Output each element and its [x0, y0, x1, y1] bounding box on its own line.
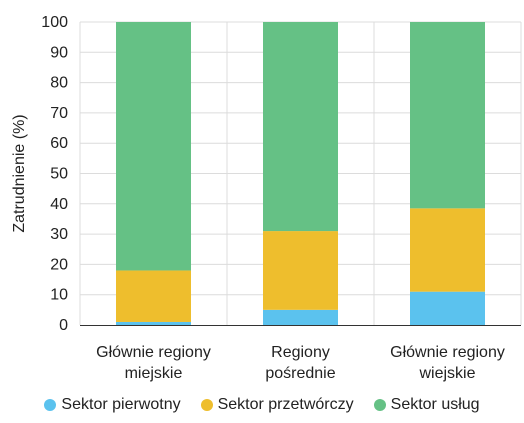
legend: Sektor pierwotny Sektor przetwórczy Sektor…: [0, 396, 524, 414]
legend-marker: [200, 399, 213, 411]
y-tick-label: 80: [50, 75, 68, 92]
y-tick-label: 40: [50, 196, 68, 213]
x-tick-label: wiejskie: [418, 365, 475, 382]
x-tick-label: Głównie regiony: [390, 344, 505, 361]
y-axis-ticks: 0 10 20 30 40 50 60 70 80 90 100: [41, 14, 68, 334]
legend-label: Sektor przetwórczy: [217, 396, 354, 413]
x-axis-labels: Głównie regiony miejskie Regiony pośrednie G…: [96, 344, 505, 382]
y-tick-label: 90: [50, 44, 68, 61]
legend-item: Sektor usług: [373, 396, 480, 414]
y-tick-label: 10: [50, 287, 68, 304]
legend-label: Sektor usług: [390, 396, 480, 413]
x-tick-label: Głównie regiony: [96, 344, 211, 361]
y-tick-label: 30: [50, 226, 68, 243]
y-tick-label: 50: [50, 166, 68, 183]
bar-segment: [410, 291, 485, 325]
y-tick-label: 0: [59, 317, 68, 334]
bar-segment: [116, 321, 191, 325]
y-tick-label: 60: [50, 135, 68, 152]
y-tick-label: 100: [41, 14, 68, 31]
legend-item: Sektor pierwotny: [44, 396, 181, 414]
legend-marker: [373, 399, 386, 411]
legend-label: Sektor pierwotny: [61, 396, 181, 413]
bar-segment: [410, 208, 485, 292]
bar-segment: [263, 231, 338, 310]
bar-segment: [410, 22, 485, 209]
y-tick-label: 20: [50, 256, 68, 273]
bar-segment: [263, 309, 338, 325]
y-tick-label: 70: [50, 105, 68, 122]
bars: [116, 22, 485, 325]
x-tick-label: miejskie: [125, 365, 183, 382]
x-tick-label: pośrednie: [265, 365, 335, 382]
x-tick-label: Regiony: [271, 344, 330, 361]
legend-marker: [44, 399, 57, 411]
y-axis-title: Zatrudnienie (%): [11, 114, 28, 232]
bar-segment: [263, 22, 338, 232]
legend-item: Sektor przetwórczy: [200, 396, 354, 414]
bar-segment: [116, 22, 191, 271]
stacked-bar-chart: 0 10 20 30 40 50 60 70 80 90 100 Głównie regiony mi…: [11, 14, 522, 382]
bar-segment: [116, 270, 191, 322]
